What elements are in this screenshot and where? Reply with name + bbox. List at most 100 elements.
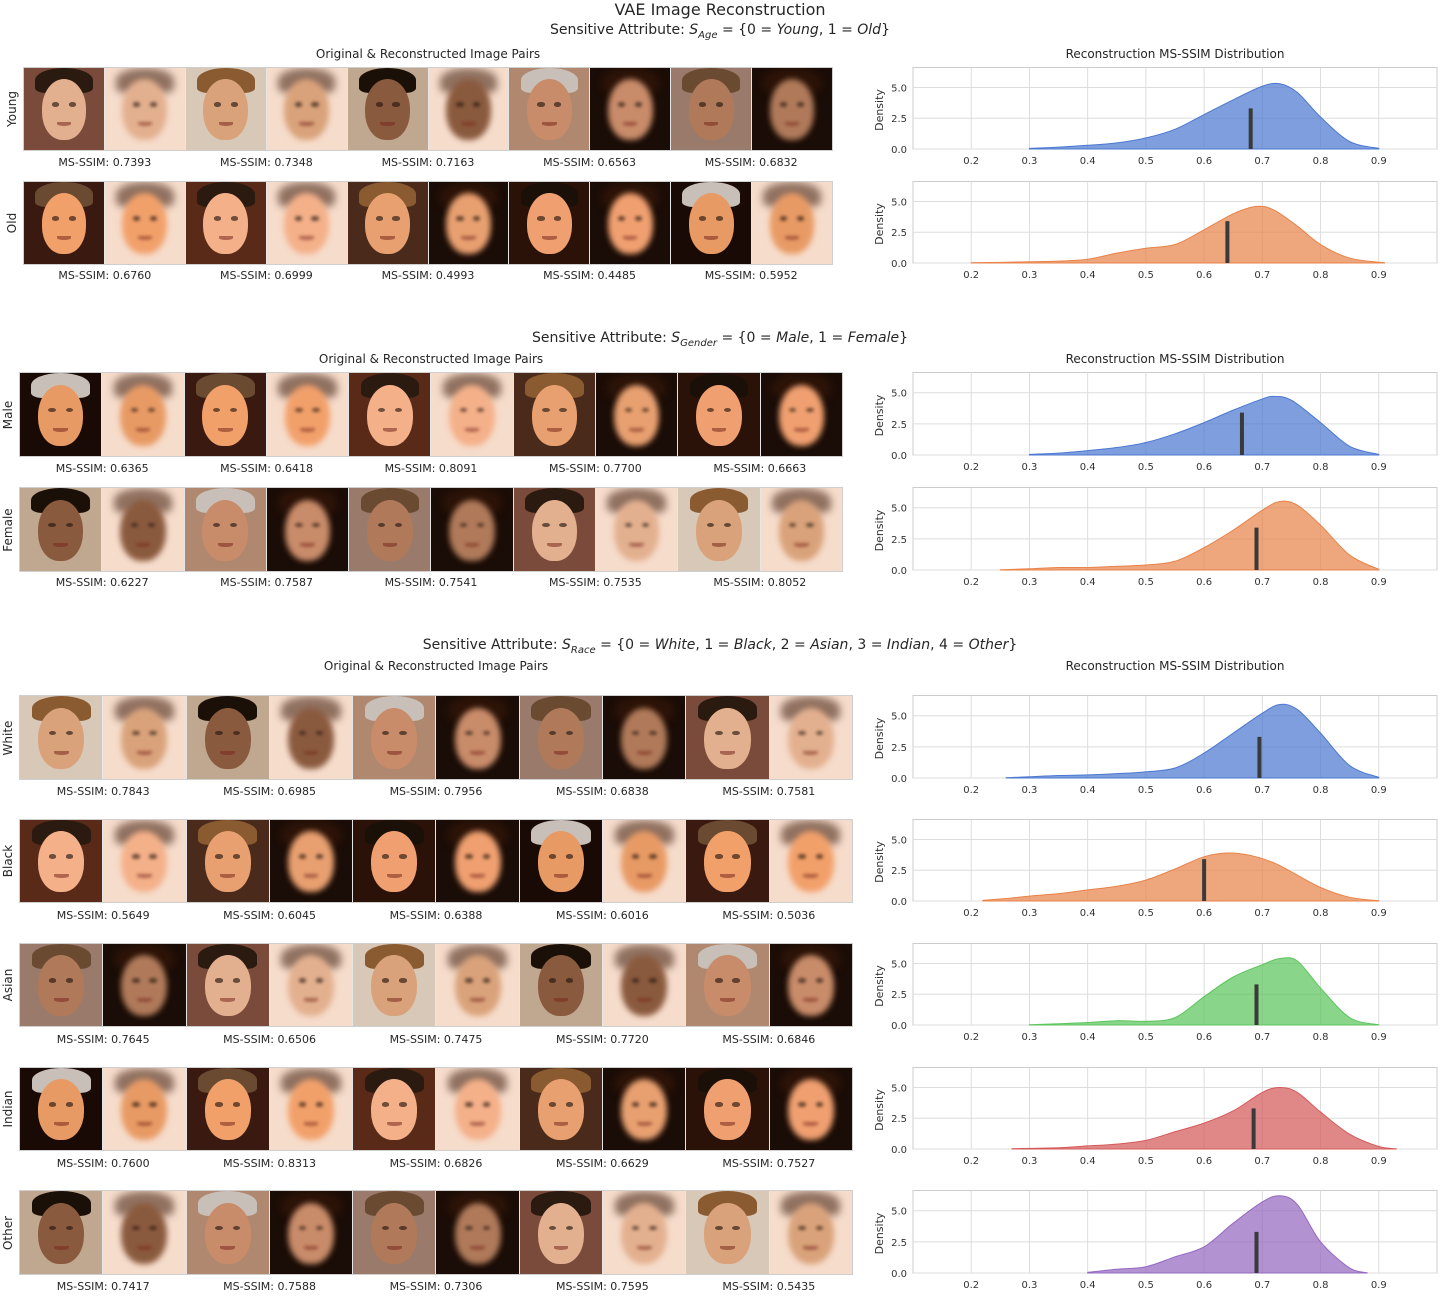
reconstructed-face-image [602,696,686,779]
y-axis-label: Density [873,89,886,131]
reconstructed-face-image [268,820,353,902]
eye-shape [298,978,307,983]
eye-shape [542,522,550,527]
x-tick-label: 0.4 [1080,577,1096,588]
eye-shape [548,1225,556,1230]
reconstructed-face-image [103,182,185,264]
reconstructed-face-image [751,68,833,150]
eye-shape [706,407,715,412]
mouth-shape [711,427,727,432]
face-shape [38,1202,85,1265]
face-shape [688,79,734,141]
figure-title: VAE Image Reconstruction [614,0,826,19]
eye-shape [215,730,223,735]
eye-shape [732,1102,740,1107]
image-pairs-strip [23,67,833,151]
density-chart-white: 0.2 0.3 0.4 0.5 0.6 0.7 0.8 0.9 0.0 2.5 5.0 Density [873,695,1438,796]
mouth-shape [53,542,68,547]
x-tick-label: 0.6 [1196,156,1212,167]
x-tick-label: 0.6 [1196,1032,1212,1043]
row-label-asian: Asian [1,968,15,1002]
x-tick-label: 0.2 [963,1032,979,1043]
reconstructed-face-image [589,68,671,150]
eye-shape [732,1225,740,1230]
x-tick-label: 0.7 [1254,270,1270,281]
x-tick-label: 0.3 [1021,270,1037,281]
ms-ssim-score: MS-SSIM: 0.6838 [555,785,649,798]
face-shape [204,1079,251,1141]
eye-shape [147,407,156,412]
density-chart-black: 0.2 0.3 0.4 0.5 0.6 0.7 0.8 0.9 0.0 2.5 5.0 Density [873,819,1438,919]
face-shape [287,707,335,770]
eye-shape [465,978,473,983]
row-label-young: Young [5,91,19,127]
face-shape [621,1202,668,1265]
eye-shape [459,522,468,527]
original-face-image [685,944,769,1026]
reconstructed-face-image [435,944,519,1026]
mouth-shape [553,874,569,879]
x-tick-label: 0.3 [1021,1156,1037,1167]
eye-shape [132,730,140,735]
ms-ssim-score: MS-SSIM: 0.4993 [381,269,475,282]
reconstructed-face-image [595,373,678,456]
eye-shape [381,730,390,735]
y-tick-label: 2.5 [891,743,907,754]
face-shape [121,955,168,1017]
x-tick-label: 0.5 [1138,156,1154,167]
eye-shape [399,1102,407,1107]
eye-shape [375,102,383,107]
x-tick-label: 0.4 [1080,1032,1096,1043]
mouth-shape [720,750,735,755]
eye-shape [715,1225,723,1230]
image-pairs-strip [19,1190,853,1275]
ms-ssim-score: MS-SSIM: 0.7541 [384,576,478,589]
eye-shape [554,102,562,107]
face-shape [778,384,825,447]
plot-frame [912,695,1438,779]
original-face-image [512,488,596,571]
x-tick-label: 0.5 [1138,1156,1154,1167]
eye-shape [456,102,464,107]
original-face-image [184,182,266,264]
eye-shape [130,407,139,412]
reconstructed-face-image [265,68,347,150]
face-shape [607,193,653,255]
row-label-indian: Indian [1,1090,15,1128]
mouth-shape [636,874,652,879]
original-face-image [670,68,752,150]
face-shape [204,707,251,770]
mouth-shape [386,874,402,879]
section-title-math: SAge = {0 = Young, 1 = Old} [689,22,890,41]
face-shape [41,193,87,255]
original-face-image [184,68,266,150]
mouth-shape [382,542,398,547]
eye-shape [215,1225,223,1230]
mouth-shape [303,1245,319,1250]
eye-shape [381,978,390,983]
original-face-image [346,68,428,150]
section-title-prefix: Sensitive Attribute: [531,330,672,346]
y-tick-label: 5.0 [891,1083,907,1094]
eye-shape [232,1102,241,1107]
x-tick-label: 0.9 [1371,1156,1387,1167]
face-shape [365,193,410,255]
x-tick-label: 0.8 [1313,1156,1329,1167]
eye-shape [706,522,715,527]
eye-shape [232,730,241,735]
mouth-shape [542,236,557,241]
eye-shape [230,102,238,107]
reconstructed-face-image [430,373,513,456]
original-face-image [20,820,103,902]
eye-shape [635,102,643,107]
original-face-image [677,488,760,571]
mouth-shape [53,427,68,432]
distribution-title: Reconstruction MS-SSIM Distribution [1065,47,1285,61]
mouth-shape [636,1122,652,1127]
ms-ssim-score: MS-SSIM: 0.5435 [722,1280,816,1293]
eye-shape [48,978,57,983]
eye-shape [215,854,223,859]
ms-ssim-score: MS-SSIM: 0.7475 [389,1033,483,1046]
mouth-shape [629,542,645,547]
face-shape [371,831,418,893]
